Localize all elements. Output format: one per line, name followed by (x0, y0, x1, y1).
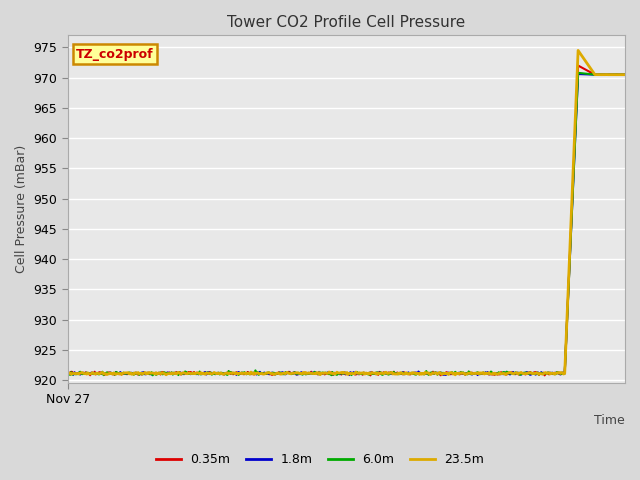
0.35m (574, 63, 582, 69)
23.5m (574, 48, 582, 53)
1.8m (621, 72, 629, 78)
1.8m (332, 371, 340, 376)
0.35m (332, 371, 340, 377)
23.5m (621, 72, 629, 78)
6.0m (397, 371, 404, 376)
1.8m (397, 371, 404, 377)
Text: TZ_co2prof: TZ_co2prof (76, 48, 154, 60)
0.35m (610, 72, 618, 78)
Y-axis label: Cell Pressure (mBar): Cell Pressure (mBar) (15, 145, 28, 273)
1.8m (367, 370, 374, 375)
1.8m (328, 371, 336, 377)
6.0m (367, 371, 374, 377)
0.35m (365, 370, 373, 376)
6.0m (621, 72, 629, 78)
6.0m (610, 72, 618, 77)
1.8m (610, 72, 618, 77)
23.5m (365, 370, 373, 376)
6.0m (522, 370, 529, 375)
Title: Tower CO2 Profile Cell Pressure: Tower CO2 Profile Cell Pressure (227, 15, 465, 30)
0.35m (397, 371, 404, 376)
23.5m (451, 372, 459, 378)
0.35m (64, 369, 72, 375)
23.5m (522, 371, 529, 376)
23.5m (332, 371, 340, 376)
0.35m (522, 372, 529, 377)
0.35m (621, 72, 629, 78)
Line: 0.35m: 0.35m (68, 66, 625, 375)
0.35m (328, 372, 336, 378)
6.0m (330, 372, 337, 377)
6.0m (333, 372, 340, 378)
Text: Time: Time (595, 414, 625, 427)
1.8m (346, 372, 353, 378)
Legend: 0.35m, 1.8m, 6.0m, 23.5m: 0.35m, 1.8m, 6.0m, 23.5m (150, 448, 490, 471)
6.0m (149, 372, 157, 378)
23.5m (64, 370, 72, 375)
Line: 6.0m: 6.0m (68, 73, 625, 375)
6.0m (64, 371, 72, 376)
1.8m (64, 370, 72, 375)
23.5m (610, 72, 618, 78)
1.8m (574, 71, 582, 77)
23.5m (328, 371, 336, 376)
0.35m (367, 372, 374, 378)
Line: 23.5m: 23.5m (68, 50, 625, 375)
Line: 1.8m: 1.8m (68, 74, 625, 375)
6.0m (574, 70, 582, 76)
1.8m (522, 371, 529, 376)
23.5m (396, 371, 403, 377)
